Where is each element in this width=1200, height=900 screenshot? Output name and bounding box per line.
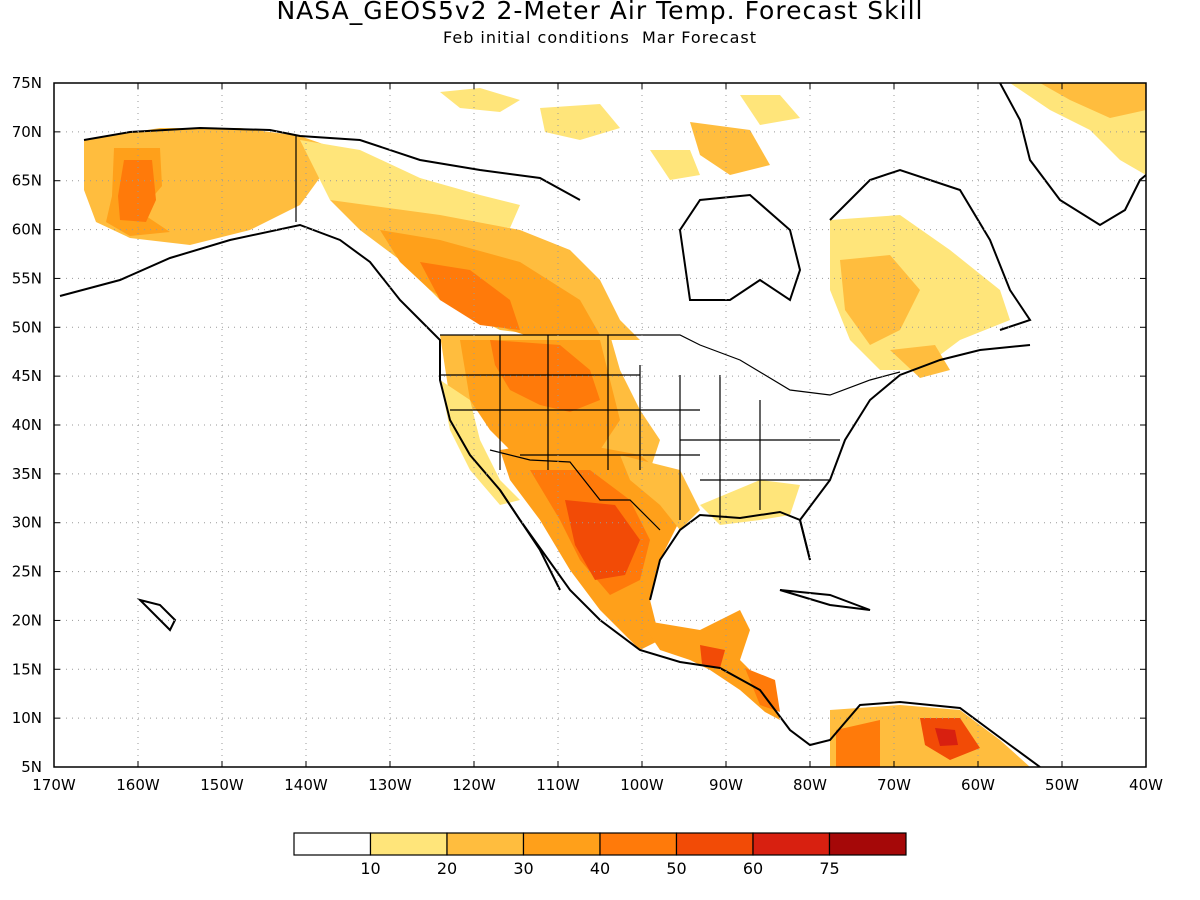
us-mexico-border xyxy=(489,449,661,531)
lon-tick-label: 130W xyxy=(368,776,412,794)
chart-subtitle: Feb initial conditions Mar Forecast xyxy=(443,28,757,47)
lon-tick-label: 110W xyxy=(536,776,580,794)
legend-label: 75 xyxy=(819,859,839,878)
lat-tick-label: 10N xyxy=(12,709,42,727)
skill-region-central-america-high xyxy=(700,645,725,668)
skill-region-arctic-2 xyxy=(540,104,620,140)
legend-swatch xyxy=(828,832,907,856)
gridlines xyxy=(54,83,1146,767)
skill-shading xyxy=(84,83,1146,767)
color-legend: 10 20 30 40 50 60 75 xyxy=(293,832,907,878)
axis-ticks xyxy=(53,82,1147,768)
legend-label: 30 xyxy=(513,859,533,878)
skill-region-bc-core xyxy=(420,262,520,330)
lat-tick-label: 75N xyxy=(12,74,42,92)
lat-tick-label: 40N xyxy=(12,416,42,434)
lon-tick-label: 150W xyxy=(200,776,244,794)
baja-outline xyxy=(499,489,561,591)
lat-tick-label: 25N xyxy=(12,563,42,581)
legend-label: 60 xyxy=(743,859,763,878)
skill-region-rockies xyxy=(490,340,600,412)
hudson-bay-outline xyxy=(678,193,802,302)
coastlines xyxy=(59,83,1146,767)
skill-region-arctic-3 xyxy=(690,122,770,175)
lon-tick-label: 50W xyxy=(1045,776,1079,794)
legend-label: 20 xyxy=(437,859,457,878)
latitude-labels: 5N 10N 15N 20N 25N 30N 35N 40N 45N 50N 55N 60N 65N 70… xyxy=(12,74,42,776)
skill-region-arctic-5 xyxy=(740,95,800,125)
lon-tick-label: 140W xyxy=(284,776,328,794)
legend-swatch xyxy=(446,832,525,856)
state-borders xyxy=(295,136,901,531)
legend-label: 40 xyxy=(590,859,610,878)
lat-tick-label: 70N xyxy=(12,123,42,141)
legend-swatch xyxy=(752,832,831,856)
lat-tick-label: 60N xyxy=(12,221,42,239)
lon-tick-label: 40W xyxy=(1129,776,1163,794)
skill-region-arctic-4 xyxy=(650,150,700,180)
labrador-outline xyxy=(829,168,1032,331)
lat-tick-label: 5N xyxy=(21,758,42,776)
lat-tick-label: 50N xyxy=(12,318,42,336)
lon-tick-label: 100W xyxy=(620,776,664,794)
chart-title: NASA_GEOS5v2 2-Meter Air Temp. Forecast … xyxy=(276,0,924,25)
lon-tick-label: 120W xyxy=(452,776,496,794)
legend-swatch xyxy=(675,832,754,856)
lon-tick-label: 90W xyxy=(709,776,743,794)
lat-tick-label: 65N xyxy=(12,172,42,190)
lat-tick-label: 55N xyxy=(12,269,42,287)
lon-tick-label: 160W xyxy=(116,776,160,794)
lat-tick-label: 15N xyxy=(12,660,42,678)
legend-swatch xyxy=(599,832,678,856)
east-coast-outline xyxy=(798,344,1031,561)
skill-region-california xyxy=(440,380,520,505)
skill-region-colombia xyxy=(836,720,880,767)
lat-tick-label: 20N xyxy=(12,611,42,629)
legend-swatch xyxy=(369,832,448,856)
lon-tick-label: 80W xyxy=(793,776,827,794)
legend-label: 50 xyxy=(666,859,686,878)
skill-region-venezuela-peak xyxy=(935,728,958,746)
skill-region-nicaragua xyxy=(745,668,780,712)
skill-region-greenland-core xyxy=(1040,83,1146,118)
cuba-outline xyxy=(779,589,871,611)
longitude-labels: 170W 160W 150W 140W 130W 120W 110W 100W 90W 80W 70… xyxy=(32,776,1163,794)
legend-swatch xyxy=(293,832,372,856)
lon-tick-label: 60W xyxy=(961,776,995,794)
alaska-north-outline xyxy=(83,126,581,201)
lon-tick-label: 170W xyxy=(32,776,76,794)
greenland-outline xyxy=(999,83,1146,227)
skill-region-quebec-core xyxy=(840,255,920,345)
us-canada-border xyxy=(440,334,901,396)
skill-region-maritimes xyxy=(890,345,950,378)
skill-region-mexico-high xyxy=(565,500,640,580)
skill-region-arctic-1 xyxy=(440,88,520,112)
skill-region-alaska-high xyxy=(118,160,156,222)
legend-label: 10 xyxy=(360,859,380,878)
lat-tick-label: 45N xyxy=(12,367,42,385)
lat-tick-label: 30N xyxy=(12,514,42,532)
lat-tick-label: 35N xyxy=(12,465,42,483)
lon-tick-label: 70W xyxy=(877,776,911,794)
legend-swatch xyxy=(522,832,601,856)
